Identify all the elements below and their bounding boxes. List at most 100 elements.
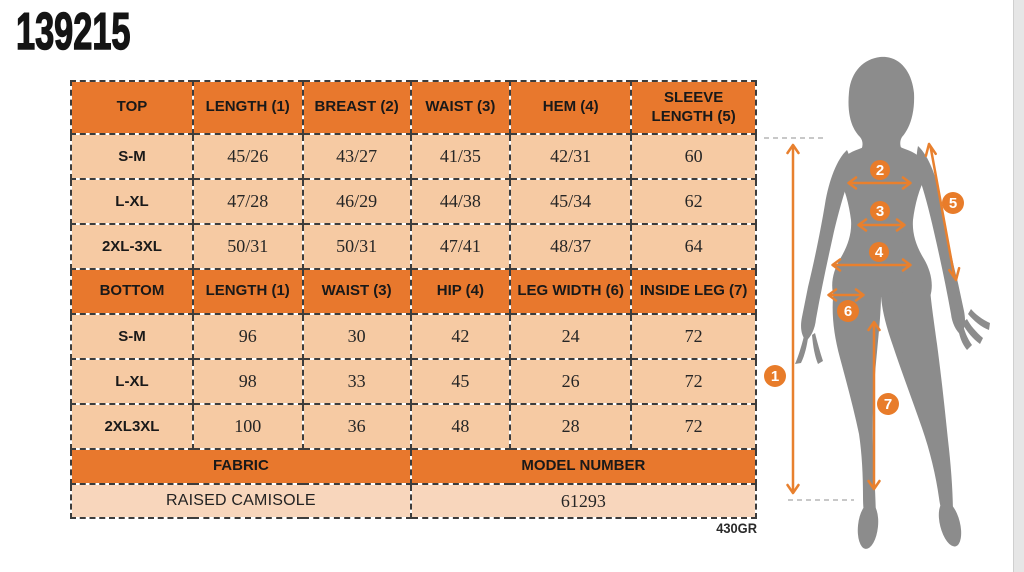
value-cell: 42/31	[509, 133, 633, 180]
value-cell: 72	[630, 358, 757, 405]
value-cell: 28	[509, 403, 633, 450]
arrow-2-breast	[847, 176, 912, 190]
measure-badge-6	[837, 300, 859, 322]
value-cell: 50/31	[301, 223, 412, 270]
value-cell: 64	[630, 223, 757, 270]
measure-badge-7-label: 7	[884, 396, 892, 413]
value-cell: 33	[301, 358, 412, 405]
right-hand-fingers	[958, 324, 972, 350]
value-cell: 72	[630, 313, 757, 360]
bottom-row-lxl: L-XL 98 33 45 26 72	[70, 358, 757, 405]
value-cell: 24	[509, 313, 633, 360]
size-cell: 2XL-3XL	[70, 223, 194, 270]
value-cell: 43/27	[301, 133, 412, 180]
right-hand-fingers	[962, 319, 983, 344]
value-cell: 98	[191, 358, 304, 405]
measure-badge-3	[870, 201, 890, 221]
model-number-value-cell: 61293	[409, 483, 758, 519]
header-cell-sleeve-length: SLEEVE LENGTH (5)	[630, 80, 757, 135]
value-cell: 26	[509, 358, 633, 405]
value-cell: 45	[409, 358, 512, 405]
reference-dash-lines	[764, 137, 854, 501]
left-hand-fingers	[812, 333, 823, 364]
measurement-figure: 1 2 3 4 5 6 7	[760, 30, 1024, 565]
value-cell: 41/35	[409, 133, 512, 180]
right-hand-fingers	[968, 309, 990, 330]
measurement-figure-svg: 1 2 3 4 5 6 7	[764, 56, 990, 549]
size-cell: 2XL3XL	[70, 403, 194, 450]
header-cell-breast: BREAST (2)	[301, 80, 412, 135]
head-shape	[848, 56, 915, 154]
arrow-4-hip	[831, 258, 912, 272]
value-cell: 47/28	[191, 178, 304, 225]
measure-badges: 1 2 3 4 5 6 7	[764, 160, 964, 415]
top-row-2xl3xl: 2XL-3XL 50/31 50/31 47/41 48/37 64	[70, 223, 757, 270]
left-foot-shape	[857, 503, 879, 549]
top-header-row: TOP LENGTH (1) BREAST (2) WAIST (3) HEM …	[70, 80, 757, 135]
size-chart-table: TOP LENGTH (1) BREAST (2) WAIST (3) HEM …	[70, 80, 758, 519]
value-cell: 60	[630, 133, 757, 180]
arrow-5-sleeve	[924, 142, 961, 282]
fabric-value-cell: RAISED CAMISOLE	[70, 483, 412, 519]
bottom-row-2xl3xl: 2XL3XL 100 36 48 28 72	[70, 403, 757, 450]
size-cell: L-XL	[70, 178, 194, 225]
sleeve-header-text: SLEEVE LENGTH (5)	[651, 88, 736, 125]
arrow-3-waist	[857, 218, 906, 232]
right-arm-shape	[916, 146, 965, 335]
footer-value-row: RAISED CAMISOLE 61293	[70, 483, 758, 519]
value-cell: 48/37	[509, 223, 633, 270]
left-leg-shape	[832, 288, 881, 525]
value-cell: 45/26	[191, 133, 304, 180]
measure-badge-5	[942, 192, 964, 214]
header-cell-bottom: BOTTOM	[70, 268, 194, 315]
measure-badge-3-label: 3	[876, 203, 884, 220]
header-cell-length1: LENGTH (1)	[191, 80, 304, 135]
scrollbar[interactable]	[1013, 0, 1024, 572]
measurement-arrows	[786, 142, 961, 495]
header-cell-top: TOP	[70, 80, 194, 135]
size-cell: L-XL	[70, 358, 194, 405]
measure-badge-6-label: 6	[844, 303, 852, 320]
header-cell-hem: HEM (4)	[509, 80, 633, 135]
value-cell: 47/41	[409, 223, 512, 270]
value-cell: 42	[409, 313, 512, 360]
model-number-header-cell: MODEL NUMBER	[409, 448, 758, 485]
value-cell: 44/38	[409, 178, 512, 225]
top-row-lxl: L-XL 47/28 46/29 44/38 45/34 62	[70, 178, 757, 225]
right-leg-shape	[881, 288, 953, 519]
value-cell: 50/31	[191, 223, 304, 270]
bottom-row-sm: S-M 96 30 42 24 72	[70, 313, 757, 360]
header-cell-leg-width: LEG WIDTH (6)	[509, 268, 633, 315]
header-cell-waist: WAIST (3)	[409, 80, 512, 135]
fabric-header-cell: FABRIC	[70, 448, 412, 485]
product-code: 139215	[16, 2, 132, 62]
value-cell: 36	[301, 403, 412, 450]
measure-badge-1	[764, 365, 786, 387]
measure-badge-2	[870, 160, 890, 180]
value-cell: 48	[409, 403, 512, 450]
value-cell: 45/34	[509, 178, 633, 225]
measure-badge-5-label: 5	[949, 195, 957, 212]
value-cell: 30	[301, 313, 412, 360]
weight-note: 430GR	[716, 520, 757, 536]
arrow-7-inside-leg	[867, 320, 881, 491]
footer-header-row: FABRIC MODEL NUMBER	[70, 448, 758, 485]
header-cell-inside-leg: INSIDE LEG (7)	[630, 268, 757, 315]
body-silhouette-icon	[795, 56, 990, 549]
top-row-sm: S-M 45/26 43/27 41/35 42/31 60	[70, 133, 757, 180]
arrow-1-length	[786, 143, 800, 495]
arrow-6-leg-width	[827, 288, 865, 302]
value-cell: 72	[630, 403, 757, 450]
value-cell: 96	[191, 313, 304, 360]
right-foot-shape	[938, 501, 962, 547]
measure-badge-4-label: 4	[875, 244, 884, 261]
size-cell: S-M	[70, 313, 194, 360]
header-cell-waistb: WAIST (3)	[301, 268, 412, 315]
header-cell-length1b: LENGTH (1)	[191, 268, 304, 315]
left-hand-fingers	[795, 336, 808, 364]
left-arm-shape	[801, 150, 851, 341]
value-cell: 62	[630, 178, 757, 225]
measure-badge-1-label: 1	[771, 368, 779, 385]
header-cell-hip: HIP (4)	[409, 268, 512, 315]
measure-badge-7	[877, 393, 899, 415]
